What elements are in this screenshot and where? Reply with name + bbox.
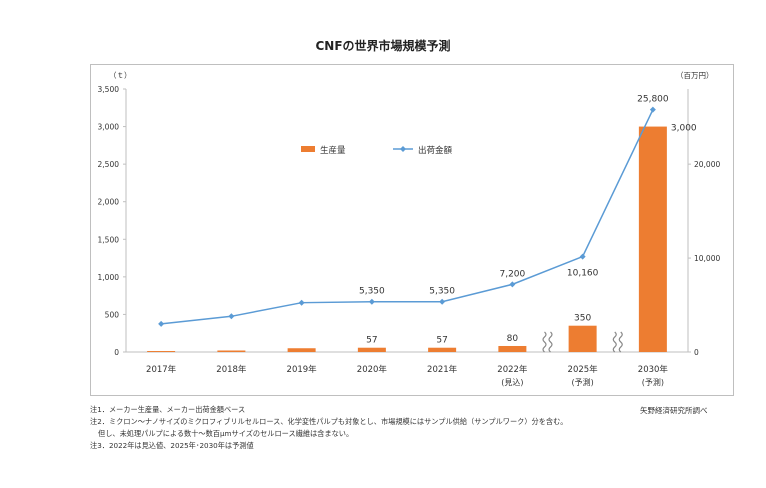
bar-2025年: [568, 325, 597, 352]
bar-data-label: 57: [366, 336, 377, 346]
right-axis-unit: （百万円）: [676, 71, 714, 80]
axis-break-mark: [612, 331, 617, 353]
legend-label-production: 生産量: [320, 145, 346, 156]
line-point-2019年: [298, 299, 305, 306]
line-point-2025年: [579, 253, 586, 260]
legend-label-shipment: 出荷金額: [418, 145, 453, 156]
line-point-2022年: [509, 281, 516, 288]
x-tick-label: 2019年: [287, 364, 318, 375]
x-tick-sublabel: (見込): [501, 378, 523, 387]
line-data-label: 25,800: [637, 95, 669, 105]
note-2: 注2．ミクロン～ナノサイズのミクロフィブリルセルロース、化学変性パルプも対象とし…: [90, 417, 568, 426]
x-tick-sublabel: (予測): [642, 377, 664, 387]
line-data-label: 7,200: [499, 269, 525, 279]
left-tick-label: 0: [114, 348, 119, 357]
right-tick-label: 20,000: [694, 160, 720, 169]
bar-2020年: [357, 347, 386, 352]
line-series-shipment-value: [161, 109, 654, 325]
chart-frame: （ｔ） （百万円） 0 500 1,000 1,500 2,000 2,500 3,000 3,5…: [90, 64, 734, 396]
bar-2019年: [287, 348, 316, 352]
left-tick-label: 2,500: [98, 160, 120, 169]
bar-2030年: [638, 126, 667, 352]
left-tick-label: 3,000: [98, 123, 120, 132]
line-data-label: 5,350: [359, 287, 385, 297]
chart-title: CNFの世界市場規模予測: [315, 39, 451, 53]
bar-data-label: 350: [574, 314, 591, 324]
line-data-label: 10,160: [567, 269, 599, 279]
left-tick-label: 2,000: [98, 198, 120, 207]
x-tick-label: 2021年: [427, 364, 458, 375]
line-data-label: 5,350: [429, 287, 455, 297]
line-point-2020年: [368, 298, 375, 305]
x-tick-label: 2017年: [146, 364, 177, 375]
left-tick-label: 1,500: [98, 235, 120, 244]
line-point-2030年: [649, 106, 656, 113]
left-tick-label: 3,500: [98, 85, 120, 94]
x-tick-label: 2022年: [497, 364, 528, 375]
x-tick-label: 2025年: [568, 364, 599, 375]
line-point-2017年: [158, 320, 165, 327]
left-axis-unit: （ｔ）: [109, 71, 132, 80]
chart-svg: （ｔ） （百万円） 0 500 1,000 1,500 2,000 2,500 3,000 3,5…: [98, 71, 721, 387]
right-tick-label: 0: [694, 348, 699, 357]
x-tick-label: 2020年: [357, 364, 388, 375]
legend-swatch-marker: [400, 146, 406, 152]
right-tick-label: 10,000: [694, 254, 720, 263]
x-tick-label: 2030年: [638, 364, 669, 375]
note-3: 注3．2022年は見込値、2025年･2030年は予測値: [90, 441, 254, 450]
axis-break-mark: [618, 331, 623, 353]
note-2-continued: 但し、未処理パルプによる数十～数百μmサイズのセルロース繊維は含まない。: [98, 429, 354, 438]
left-tick-label: 500: [105, 310, 120, 319]
line-point-2021年: [439, 298, 446, 305]
bar-2021年: [428, 347, 457, 352]
bar-2017年: [147, 351, 176, 352]
x-tick-label: 2018年: [216, 364, 247, 375]
note-1: 注1．メーカー生産量、メーカー出荷金額ベース: [90, 405, 246, 414]
axis-break-mark: [542, 331, 547, 353]
line-point-2018年: [228, 313, 235, 320]
bar-2022年: [498, 345, 527, 352]
axis-break-mark: [548, 331, 553, 353]
bar-data-label: 80: [507, 334, 519, 344]
source-credit: 矢野経済研究所調べ: [640, 406, 708, 415]
bar-2018年: [217, 350, 246, 352]
bar-data-label: 3,000: [671, 124, 697, 134]
left-tick-label: 1,000: [98, 273, 120, 282]
x-tick-sublabel: (予測): [572, 377, 594, 387]
bar-data-label: 57: [436, 336, 447, 346]
legend-swatch-production: [301, 146, 315, 152]
